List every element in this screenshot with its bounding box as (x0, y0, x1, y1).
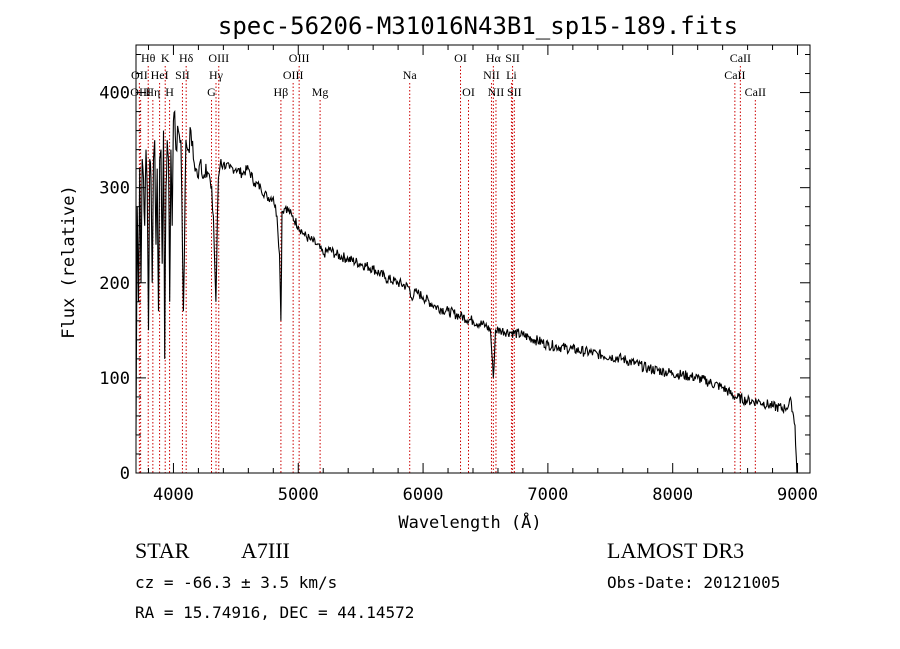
y-tick-label: 400 (99, 84, 130, 104)
x-tick-label: 4000 (153, 485, 194, 505)
line-label: HeI (151, 68, 169, 82)
line-label: CaII (724, 68, 745, 82)
line-label: Hα (486, 51, 502, 65)
spectral-subclass: A7III (241, 538, 290, 563)
line-markers (138, 66, 756, 473)
line-label: Na (403, 68, 418, 82)
line-label: OI (462, 85, 475, 99)
observation-date: Obs-Date: 20121005 (607, 573, 781, 592)
line-label: Hδ (179, 51, 194, 65)
x-axis-label: Wavelength (Å) (398, 511, 541, 533)
line-label: Hθ (141, 51, 156, 65)
line-label: OIII (130, 85, 151, 99)
spectrum-line (135, 110, 798, 474)
line-label: NII (488, 85, 505, 99)
survey-name: LAMOST DR3 (607, 538, 745, 563)
axis-ticks: 4000 5000 6000 7000 8000 9000 0 100 200 300 400 (99, 45, 818, 505)
line-label: Hγ (209, 68, 224, 82)
chart-title: spec-56206-M31016N43B1_sp15-189.fits (218, 12, 738, 40)
x-tick-label: 5000 (278, 485, 319, 505)
line-label: OII (131, 68, 148, 82)
y-tick-label: 100 (99, 369, 130, 389)
line-label: SII (507, 85, 522, 99)
line-label: Li (506, 68, 517, 82)
y-axis-label: Flux (relative) (59, 185, 79, 339)
x-tick-label: 6000 (403, 485, 444, 505)
x-tick-label: 8000 (652, 485, 693, 505)
y-tick-label: 0 (120, 464, 130, 484)
line-label: OIII (283, 68, 304, 82)
line-label: G (207, 85, 216, 99)
line-label: OI (454, 51, 467, 65)
line-label: CaII (745, 85, 766, 99)
line-label: Hβ (274, 85, 289, 99)
line-label: OIII (289, 51, 310, 65)
line-label: H (165, 85, 174, 99)
line-label: NII (483, 68, 500, 82)
redshift-value: cz = -66.3 ± 3.5 km/s (135, 573, 338, 592)
x-tick-label: 9000 (777, 485, 818, 505)
plot-frame (135, 44, 811, 474)
line-label: CaII (730, 51, 751, 65)
object-class: STAR (135, 538, 190, 563)
line-label: SII (175, 68, 190, 82)
line-label: Hη (145, 85, 160, 99)
line-label: SII (505, 51, 520, 65)
sky-coordinates: RA = 15.74916, DEC = 44.14572 (135, 603, 415, 622)
line-label: OIII (208, 51, 229, 65)
y-tick-label: 300 (99, 179, 130, 199)
y-tick-label: 200 (99, 274, 130, 294)
line-label: Mg (312, 85, 329, 99)
line-label: K (161, 51, 170, 65)
x-tick-label: 7000 (527, 485, 568, 505)
